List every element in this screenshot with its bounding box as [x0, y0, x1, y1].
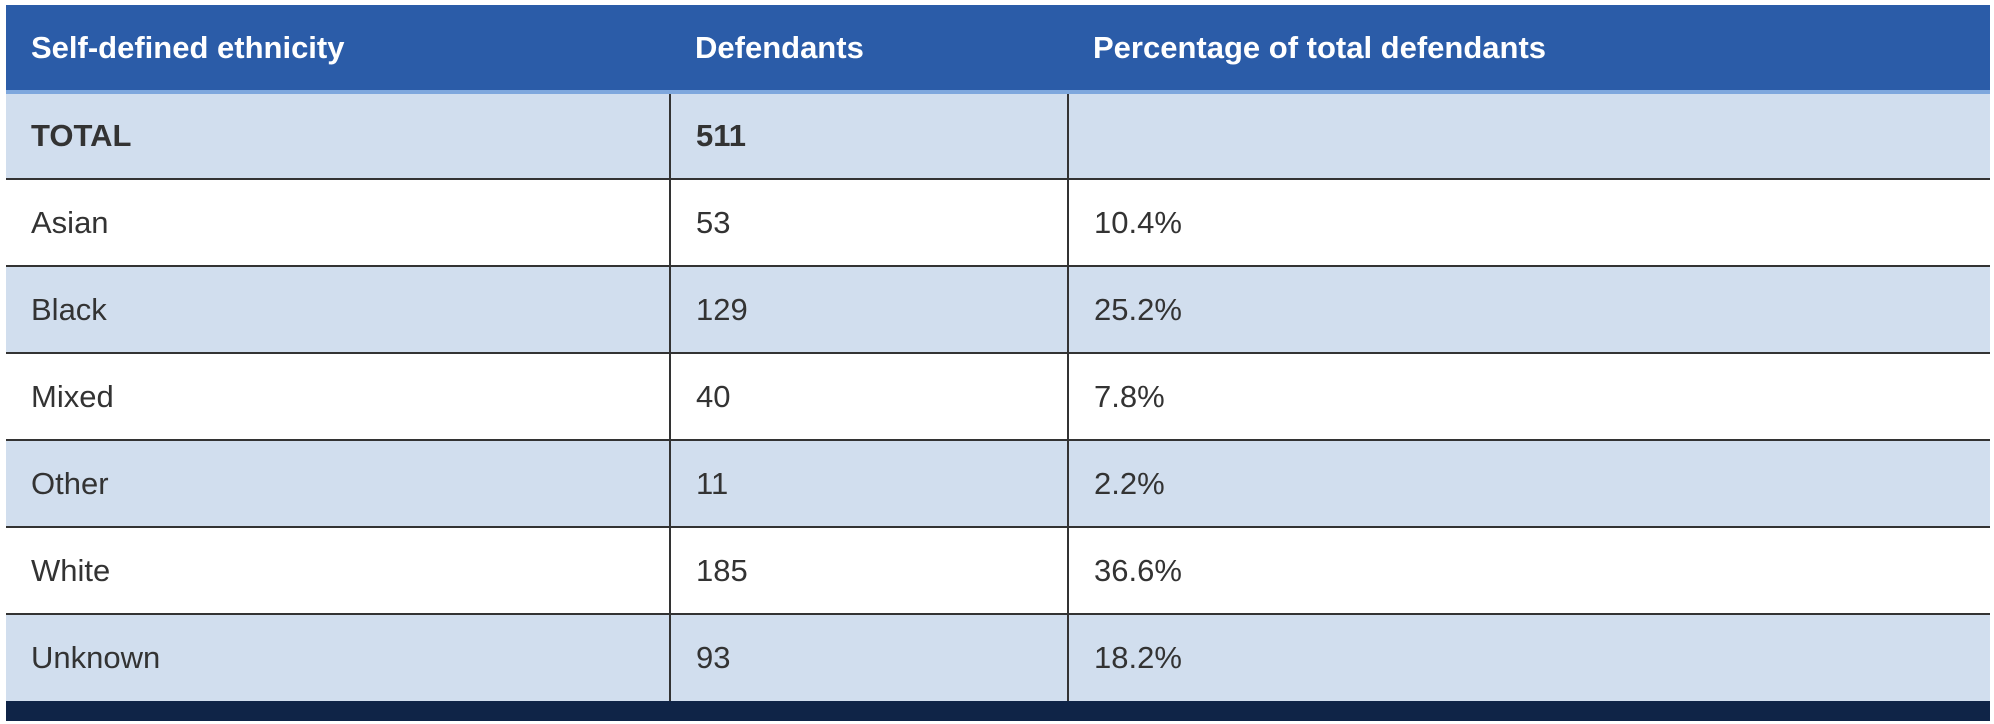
cell-defendants: 129 [669, 266, 1068, 354]
table-header: Self-defined ethnicity Defendants Percen… [6, 5, 1990, 94]
table-row: White 185 36.6% [6, 527, 1990, 615]
table-row: Asian 53 10.4% [6, 179, 1990, 267]
cell-defendants: 93 [669, 614, 1068, 701]
ethnicity-table: Self-defined ethnicity Defendants Percen… [6, 5, 1990, 701]
cell-ethnicity: White [6, 527, 670, 615]
cell-percentage: 10.4% [1067, 179, 1990, 267]
cell-ethnicity: Unknown [6, 614, 670, 701]
table-row: Mixed 40 7.8% [6, 353, 1990, 441]
header-defendants: Defendants [670, 5, 1068, 94]
cell-defendants: 511 [669, 92, 1068, 180]
ethnicity-table-container: Self-defined ethnicity Defendants Percen… [6, 5, 1990, 721]
cell-ethnicity: Other [6, 440, 670, 528]
cell-percentage: 18.2% [1067, 614, 1990, 701]
header-percentage: Percentage of total defendants [1068, 5, 1990, 94]
cell-ethnicity: Black [6, 266, 670, 354]
table-row: Unknown 93 18.2% [6, 614, 1990, 701]
cell-percentage: 2.2% [1067, 440, 1990, 528]
table-footer-bar [6, 701, 1990, 721]
header-row: Self-defined ethnicity Defendants Percen… [6, 5, 1990, 94]
cell-defendants: 185 [669, 527, 1068, 615]
cell-percentage [1067, 92, 1990, 180]
cell-percentage: 25.2% [1067, 266, 1990, 354]
table-row: Black 129 25.2% [6, 266, 1990, 354]
table-row: Other 11 2.2% [6, 440, 1990, 528]
cell-percentage: 7.8% [1067, 353, 1990, 441]
cell-percentage: 36.6% [1067, 527, 1990, 615]
table-row-total: TOTAL 511 [6, 92, 1990, 180]
cell-ethnicity: TOTAL [6, 92, 670, 180]
cell-defendants: 40 [669, 353, 1068, 441]
header-ethnicity: Self-defined ethnicity [6, 5, 670, 94]
cell-ethnicity: Mixed [6, 353, 670, 441]
cell-ethnicity: Asian [6, 179, 670, 267]
cell-defendants: 53 [669, 179, 1068, 267]
table-body: TOTAL 511 Asian 53 10.4% Black 129 25.2%… [6, 92, 1990, 701]
cell-defendants: 11 [669, 440, 1068, 528]
